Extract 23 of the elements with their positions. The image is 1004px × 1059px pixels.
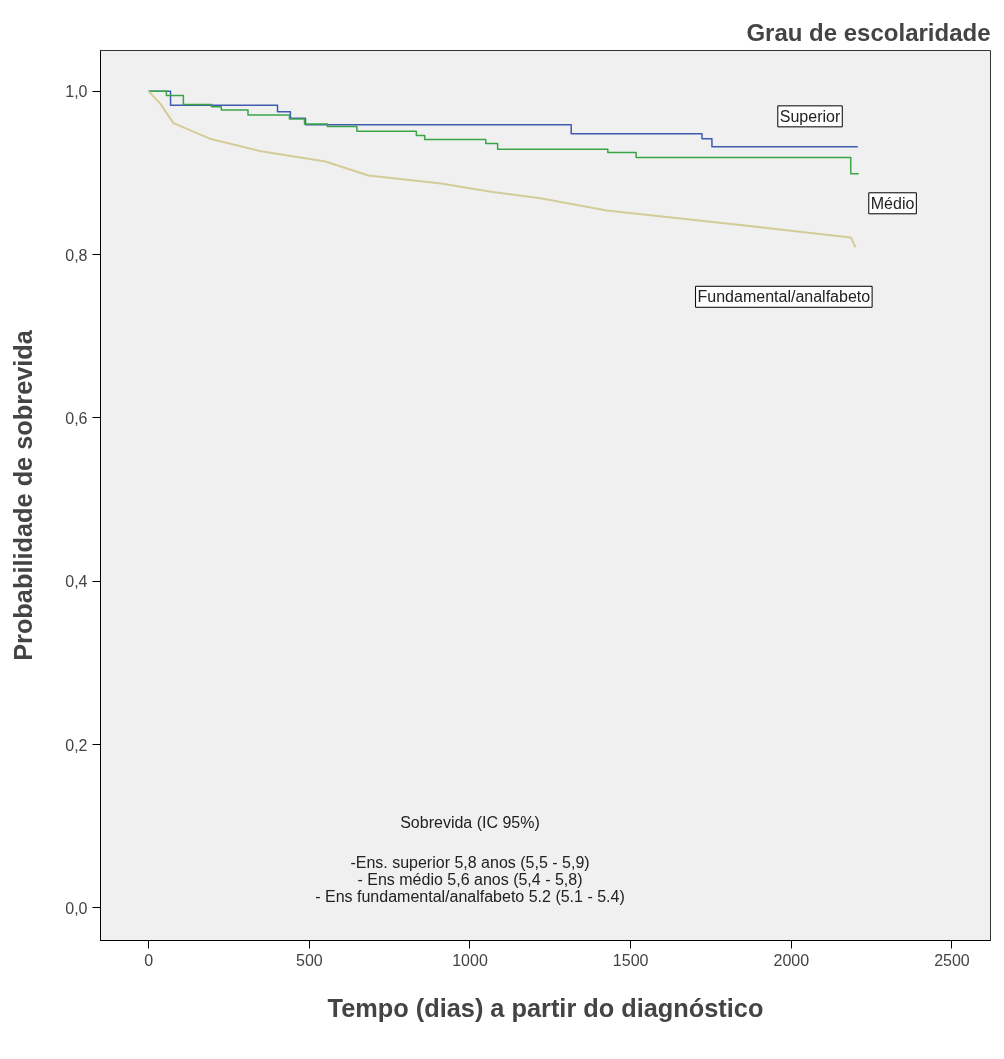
y-tick-label: 0,6 — [65, 409, 88, 427]
x-tick-label: 0 — [144, 951, 154, 969]
y-axis-title: Probabilidade de sobrevida — [9, 329, 38, 661]
x-tick-label: 1000 — [452, 951, 488, 969]
annotation: - Ens médio 5,6 anos (5,4 - 5,8) — [357, 870, 583, 888]
series-label: Médio — [870, 194, 915, 212]
annotation: -Ens. superior 5,8 anos (5,5 - 5,9) — [350, 853, 590, 871]
x-tick-label: 1500 — [612, 951, 649, 969]
y-tick-label: 0,8 — [65, 246, 88, 264]
chart-title: Grau de escolaridade — [746, 18, 991, 46]
text: Fundamental/analfabeto — [697, 288, 871, 306]
x-tick-label: 2000 — [773, 951, 810, 969]
y-tick-label: 1,0 — [65, 83, 88, 101]
x-axis-title: Tempo (dias) a partir do diagnóstico — [327, 993, 764, 1022]
x-tick-label: 2500 — [934, 951, 970, 969]
series-label: Superior — [779, 107, 841, 125]
x-tick-label: 500 — [296, 951, 323, 969]
annotation: - Ens fundamental/analfabeto 5.2 (5.1 - 5.4) — [315, 887, 625, 905]
annotation: Sobrevida (IC 95%) — [400, 813, 540, 831]
line-series — [147, 90, 857, 249]
y-tick-label: 0,0 — [65, 899, 88, 917]
y-tick-label: 0,2 — [65, 736, 88, 754]
y-tick-label: 0,4 — [65, 573, 88, 591]
